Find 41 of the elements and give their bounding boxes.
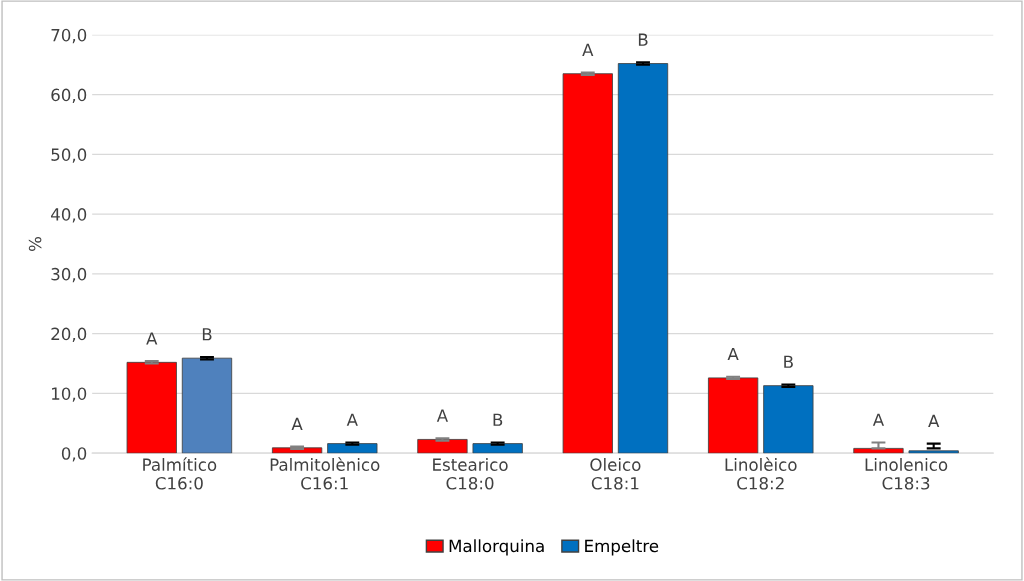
x-tick-label: Oleico C18:1 (590, 458, 641, 490)
x-tick-label: Linolèico C18:2 (725, 457, 797, 490)
y-tick-label: 20,0 (51, 327, 87, 342)
bar (617, 63, 669, 454)
data-label: A (146, 332, 158, 345)
data-label: B (784, 355, 793, 368)
data-label: A (582, 43, 594, 56)
data-label: A (727, 347, 739, 361)
legend-label: Empeltre (585, 539, 659, 556)
data-label: B (202, 328, 212, 341)
data-label: A (291, 417, 303, 430)
bar (707, 377, 759, 454)
y-tick-label: 0,0 (61, 447, 87, 462)
bar (908, 450, 959, 454)
x-tick-label: Palmitolènico C16:1 (270, 457, 380, 490)
x-tick-label: Palmítico C16:0 (143, 457, 217, 490)
data-label: A (436, 409, 448, 422)
bar (853, 447, 904, 454)
bar (327, 443, 378, 454)
bar (562, 73, 613, 454)
data-label: B (638, 33, 648, 46)
bar (763, 385, 814, 454)
y-tick-label: 70,0 (51, 28, 87, 44)
data-label: A (346, 413, 358, 426)
y-tick-label: 30,0 (51, 267, 87, 283)
bar (271, 447, 323, 454)
legend-label: Mallorquina (449, 539, 544, 556)
y-tick-label: 50,0 (51, 148, 87, 163)
x-tick-label: Estearico C18:0 (433, 458, 508, 490)
data-label: A (928, 414, 940, 428)
bar (417, 439, 468, 454)
data-label: A (872, 413, 885, 426)
bar (181, 357, 233, 454)
y-tick-label: 60,0 (51, 88, 87, 103)
data-label: B (493, 413, 503, 426)
y-tick-label: 10,0 (52, 387, 87, 402)
y-axis-title: % (28, 237, 42, 252)
x-tick-label: Linolenico C18:3 (865, 458, 948, 490)
bar (472, 443, 523, 454)
bar (126, 361, 177, 454)
y-tick-label: 40,0 (51, 208, 87, 223)
